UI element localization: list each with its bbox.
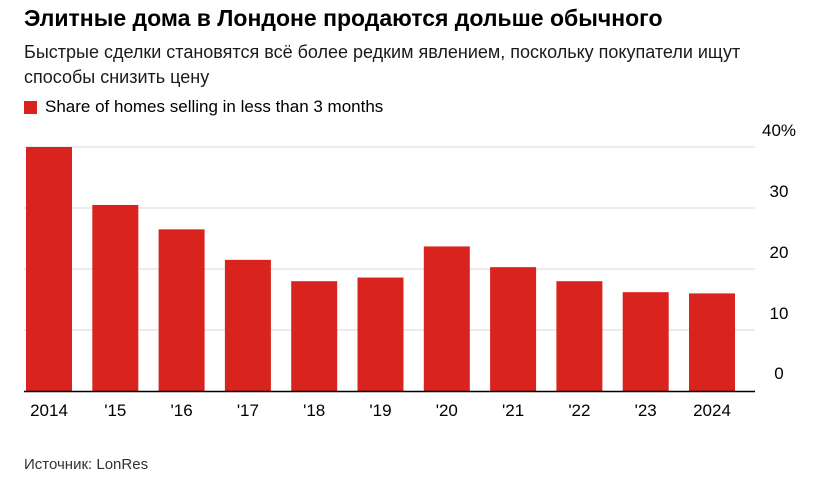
x-tick-label: '19: [369, 401, 391, 420]
legend-swatch: [24, 100, 37, 114]
bar: [357, 277, 404, 391]
bar: [92, 204, 139, 391]
y-tick-label: 0: [774, 364, 783, 383]
y-axis-ticks: 0 10 20 30 40%: [762, 121, 796, 383]
x-tick-label: '23: [635, 401, 657, 420]
x-tick-label: '22: [568, 401, 590, 420]
x-tick-label: 2014: [30, 401, 68, 420]
chart-title: Элитные дома в Лондоне продаются дольше …: [24, 5, 663, 31]
x-axis-ticks: 2014 '15 '16 '17 '18 '19 '20 '21 '22 '23 2024: [30, 401, 731, 420]
x-tick-label: '16: [171, 401, 193, 420]
bar: [622, 292, 669, 391]
legend-label: Share of homes selling in less than 3 mo…: [45, 97, 384, 116]
bar: [556, 281, 603, 391]
x-tick-label: '20: [436, 401, 458, 420]
bar: [158, 229, 205, 391]
y-tick-label: 20: [770, 243, 789, 262]
bar: [490, 267, 537, 391]
x-tick-label: '21: [502, 401, 524, 420]
bar: [26, 147, 72, 391]
chart-subtitle: Быстрые сделки становятся всё более редк…: [24, 42, 741, 87]
x-tick-label: '17: [237, 401, 259, 420]
x-tick-label: '18: [303, 401, 325, 420]
bar: [224, 259, 271, 391]
source-note: Источник: LonRes: [24, 456, 149, 473]
x-tick-label: 2024: [693, 401, 731, 420]
bar: [423, 246, 470, 391]
legend: Share of homes selling in less than 3 mo…: [24, 96, 383, 118]
y-tick-label: 10: [770, 304, 789, 323]
x-tick-label: '15: [104, 401, 126, 420]
bar: [291, 281, 338, 391]
y-tick-label: 30: [770, 182, 789, 201]
bars: [26, 147, 735, 391]
y-tick-label: 40%: [762, 121, 796, 140]
bar: [689, 293, 735, 391]
